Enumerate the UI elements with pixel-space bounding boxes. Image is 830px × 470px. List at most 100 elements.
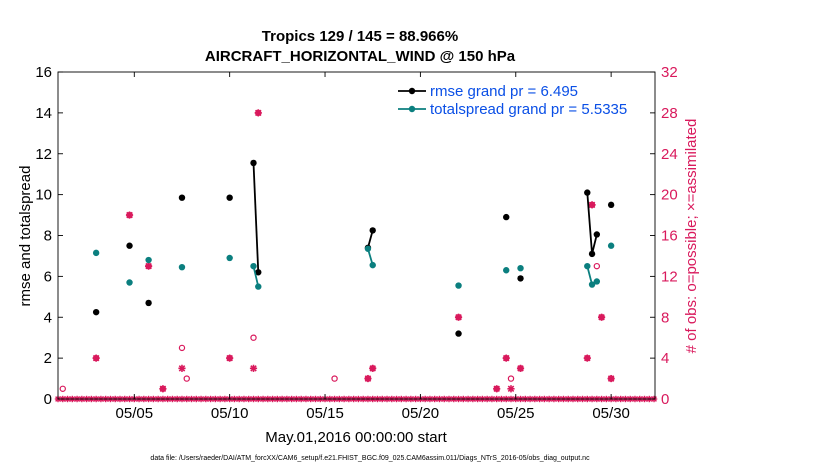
rmse-point [588, 250, 596, 258]
totalspread-point [126, 279, 133, 286]
rmse-point [455, 330, 462, 337]
obs-assimilated-marker [607, 374, 615, 383]
obs-assimilated-marker [249, 364, 258, 372]
obs-assimilated-marker [502, 354, 510, 362]
obs-assimilated-marker [144, 262, 153, 270]
rmse-point [250, 159, 257, 167]
data-file-footnote: data file: /Users/raeder/DAI/ATM_forcXX/… [150, 455, 590, 462]
obs-assimilated-marker [597, 313, 606, 321]
obs-assimilated-stroke [517, 365, 524, 372]
x-tick-label: 05/20 [402, 405, 440, 422]
obs-possible-marker [183, 375, 190, 382]
totalspread-point [503, 267, 510, 274]
obs-assimilated-stroke [178, 365, 186, 372]
totalspread-point [250, 262, 257, 270]
legend-spread-label: totalspread grand pr = 5.5335 [430, 101, 627, 118]
y-tick-label: 4 [44, 309, 52, 326]
totalspread-point [364, 245, 372, 252]
obs-assimilated-marker [516, 364, 525, 372]
chart-title: Tropics 129 / 145 = 88.966% [262, 28, 458, 45]
obs-assimilated-marker [583, 354, 591, 362]
obs-assimilated-stroke [502, 354, 510, 362]
rmse-point [255, 269, 262, 276]
totalspread-point [588, 281, 596, 288]
y2-tick-label: 24 [661, 146, 678, 163]
y-axis-label: rmse and totalspread [17, 166, 34, 307]
x-tick-label: 05/10 [211, 405, 249, 422]
obs-assimilated-marker [454, 313, 463, 321]
rmse-point [126, 242, 133, 249]
y-tick-label: 8 [44, 228, 52, 245]
totalspread-point [455, 282, 462, 289]
obs-assimilated-marker [254, 109, 262, 117]
obs-assimilated-stroke [493, 385, 500, 393]
y-axis-left: 0 2 4 6 8 10 12 14 16 [35, 64, 63, 408]
y-tick-label: 10 [35, 187, 52, 204]
y2-tick-label: 16 [661, 228, 678, 245]
plot-frame [57, 71, 656, 400]
obs-assimilated-stroke [145, 262, 152, 270]
obs-assimilated-marker [159, 385, 167, 393]
obs-assimilated-marker [369, 364, 377, 372]
x-tick-label: 05/05 [116, 405, 154, 422]
totalspread-point [178, 263, 186, 271]
obs-assimilated-marker [92, 354, 100, 362]
y2-tick-label: 20 [661, 187, 678, 204]
obs-possible-marker [507, 375, 515, 382]
data-layer [54, 109, 658, 403]
rmse-point [178, 194, 186, 201]
obs-assimilated-stroke [607, 375, 615, 382]
y2-axis-label: # of obs: o=possible; ×=assimilated [683, 119, 700, 354]
y2-tick-label: 32 [661, 64, 678, 81]
y-axis-right: 0 4 8 12 16 20 24 28 32 [650, 64, 678, 408]
totalspread-point [145, 256, 152, 264]
y-tick-label: 2 [44, 350, 52, 367]
y-tick-label: 16 [35, 64, 52, 81]
x-axis-label: May.01,2016 00:00:00 start [265, 429, 447, 446]
obs-assimilated-stroke [250, 365, 257, 372]
obs-possible-marker [59, 385, 66, 392]
obs-assimilated-stroke [598, 313, 605, 321]
obs-assimilated-stroke [226, 354, 233, 362]
totalspread-line [252, 265, 260, 287]
obs-possible-marker [178, 344, 186, 352]
totalspread-point [584, 262, 591, 270]
y2-tick-label: 8 [661, 309, 669, 326]
obs-assimilated-marker [364, 374, 372, 383]
y2-tick-label: 0 [661, 391, 669, 408]
y-tick-label: 0 [44, 391, 52, 408]
rmse-point [369, 227, 376, 234]
obs-assimilated-marker [125, 211, 134, 219]
rmse-point [226, 194, 233, 201]
legend-rmse-label: rmse grand pr = 6.495 [430, 83, 578, 100]
legend-spread-marker [408, 105, 416, 113]
obs-possible-marker [250, 334, 257, 341]
totalspread-point [226, 254, 233, 262]
totalspread-point [255, 283, 262, 290]
legend: rmse grand pr = 6.495 totalspread grand … [398, 83, 627, 118]
x-axis: 05/05 05/10 05/15 05/20 05/25 05/30 [116, 72, 630, 422]
totalspread-point [517, 265, 524, 272]
obs-assimilated-stroke [126, 211, 133, 219]
obs-assimilated-stroke [455, 313, 462, 321]
obs-assimilated-stroke [159, 385, 167, 393]
rmse-point [584, 189, 591, 196]
obs-assimilated-stroke [92, 354, 100, 362]
y-tick-label: 6 [44, 268, 52, 285]
obs-possible-marker [331, 375, 338, 382]
obs-assimilated-stroke [584, 354, 591, 362]
rmse-point [503, 213, 510, 221]
x-tick-label: 05/15 [306, 405, 344, 422]
rmse-point [145, 299, 152, 307]
obs-assimilated-stroke [369, 365, 376, 372]
obs-assimilated-marker [226, 354, 234, 362]
obs-assimilated-marker [493, 385, 501, 393]
obs-assimilated-marker [588, 201, 596, 209]
x-tick-label: 05/30 [592, 405, 630, 422]
legend-rmse-marker [408, 87, 416, 95]
obs-assimilated-stroke [255, 109, 262, 117]
totalspread-point [92, 249, 100, 257]
obs-possible-marker [593, 262, 601, 270]
y2-tick-label: 12 [661, 268, 678, 285]
